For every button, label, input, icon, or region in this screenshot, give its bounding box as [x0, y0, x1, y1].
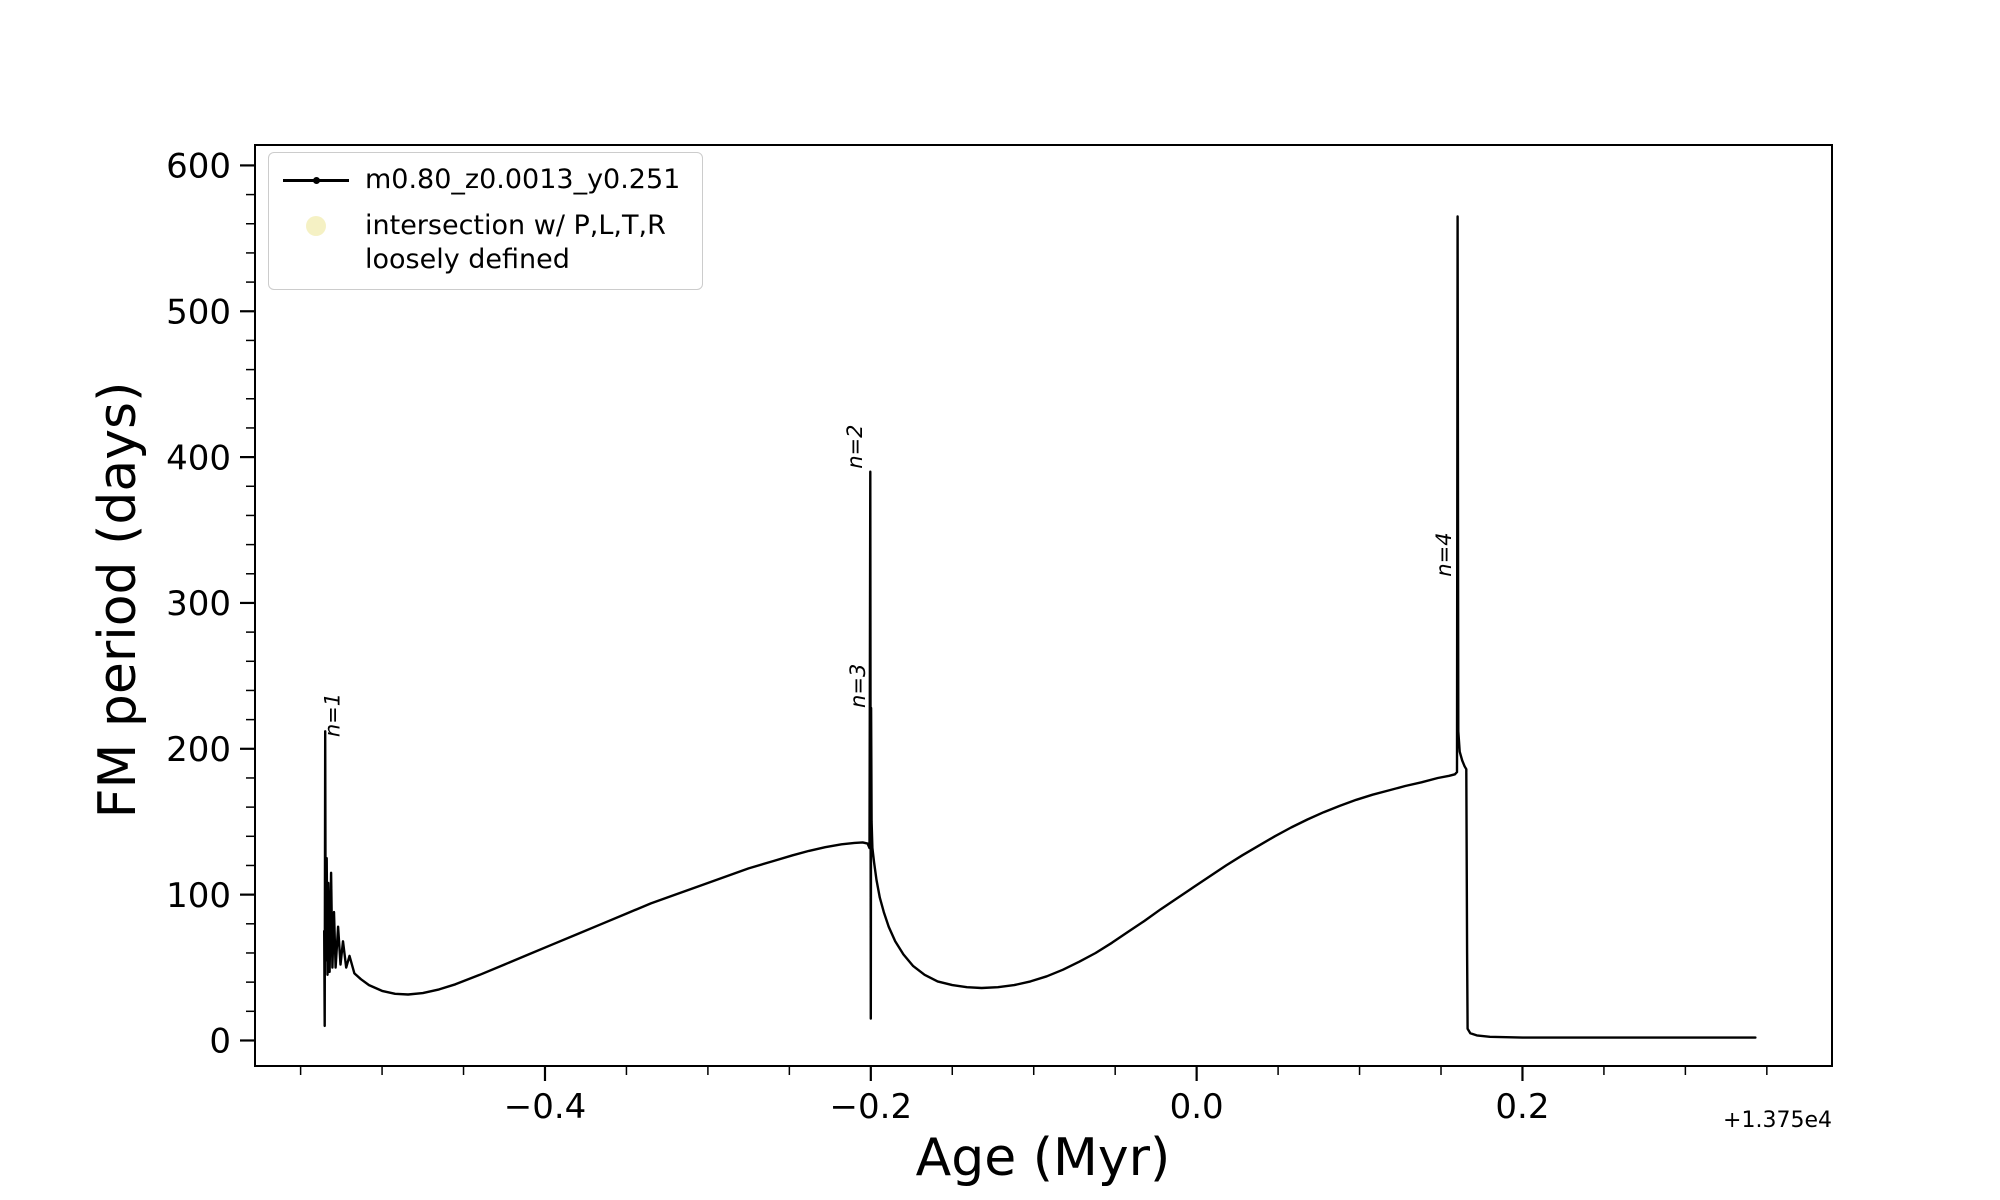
series-line — [323, 215, 1757, 1039]
y-tick-label: 400 — [166, 438, 231, 478]
annotation-n3: n=3 — [846, 664, 870, 708]
y-tick-label: 500 — [166, 293, 231, 333]
y-tick-label: 0 — [209, 1022, 231, 1062]
x-tick-label: 0.0 — [1170, 1087, 1224, 1127]
annotation-n2: n=2 — [843, 424, 867, 468]
x-axis-label: Age (Myr) — [915, 1128, 1171, 1188]
legend-entry-intersection: intersection w/ P,L,T,R loosely defined — [283, 209, 680, 277]
plot-border — [254, 144, 1833, 1067]
legend: m0.80_z0.0013_y0.251 intersection w/ P,L… — [268, 152, 704, 290]
y-tick-label: 600 — [166, 147, 231, 187]
legend-entry-series: m0.80_z0.0013_y0.251 — [283, 163, 680, 197]
y-tick-label: 200 — [166, 730, 231, 770]
x-axis-offset-label: +1.375e4 — [1723, 1108, 1832, 1133]
line-marker-icon — [283, 163, 349, 197]
x-tick-label: −0.2 — [830, 1087, 913, 1127]
annotation-n1: n=1 — [321, 693, 345, 737]
y-tick-label: 100 — [166, 876, 231, 916]
x-tick-label: −0.4 — [504, 1087, 587, 1127]
annotation-n4: n=4 — [1432, 532, 1456, 576]
legend-label: m0.80_z0.0013_y0.251 — [365, 164, 681, 195]
y-axis-label: FM period (days) — [88, 381, 148, 819]
legend-label: intersection w/ P,L,T,R loosely defined — [365, 210, 666, 275]
y-tick-label: 300 — [166, 584, 231, 624]
circle-marker-icon — [283, 209, 349, 243]
x-tick-label: 0.2 — [1495, 1087, 1549, 1127]
